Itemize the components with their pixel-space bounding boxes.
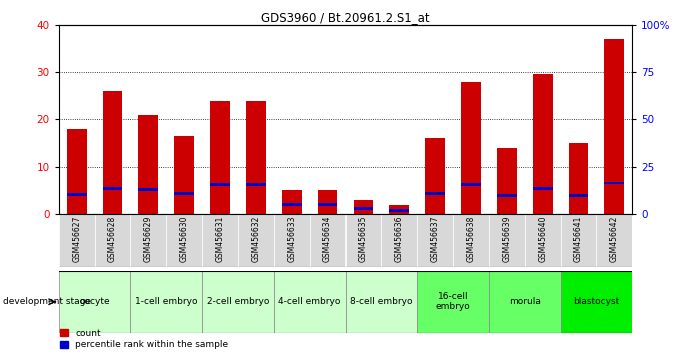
Bar <box>103 91 122 214</box>
Bar <box>524 214 560 267</box>
Text: GSM456641: GSM456641 <box>574 216 583 262</box>
Text: GSM456631: GSM456631 <box>216 216 225 262</box>
Bar <box>533 74 553 214</box>
Text: GSM456639: GSM456639 <box>502 216 511 262</box>
Bar <box>489 214 524 267</box>
Text: GSM456642: GSM456642 <box>610 216 619 262</box>
Bar <box>174 192 194 195</box>
Bar <box>533 187 553 190</box>
Bar <box>381 214 417 267</box>
Bar <box>202 271 274 333</box>
Bar <box>489 271 560 333</box>
Bar <box>605 182 624 184</box>
Text: GSM456637: GSM456637 <box>430 216 439 262</box>
Bar <box>453 214 489 267</box>
Bar <box>425 138 445 214</box>
Bar <box>354 200 373 214</box>
Bar <box>131 271 202 333</box>
Bar <box>569 143 588 214</box>
Text: GSM456633: GSM456633 <box>287 216 296 262</box>
Bar <box>167 214 202 267</box>
Bar <box>210 101 230 214</box>
Text: GSM456635: GSM456635 <box>359 216 368 262</box>
Text: 2-cell embryo: 2-cell embryo <box>207 297 269 306</box>
Bar <box>274 214 310 267</box>
Bar <box>131 214 167 267</box>
Bar <box>346 271 417 333</box>
Bar <box>596 214 632 267</box>
Bar <box>425 192 445 195</box>
Bar <box>246 183 266 186</box>
Bar <box>497 148 517 214</box>
Text: 4-cell embryo: 4-cell embryo <box>278 297 341 306</box>
Bar <box>461 183 481 186</box>
Legend: count, percentile rank within the sample: count, percentile rank within the sample <box>60 329 228 349</box>
Bar <box>390 205 409 214</box>
Bar <box>67 193 86 196</box>
Text: blastocyst: blastocyst <box>574 297 620 306</box>
Text: GSM456634: GSM456634 <box>323 216 332 262</box>
Bar <box>497 194 517 197</box>
Text: oocyte: oocyte <box>79 297 110 306</box>
Text: GSM456630: GSM456630 <box>180 216 189 262</box>
Bar <box>59 271 131 333</box>
Text: GSM456628: GSM456628 <box>108 216 117 262</box>
Bar <box>318 190 337 214</box>
Bar <box>138 188 158 191</box>
Bar <box>390 209 409 212</box>
Bar <box>103 187 122 190</box>
Bar <box>238 214 274 267</box>
Bar <box>560 214 596 267</box>
Bar <box>202 214 238 267</box>
Bar <box>274 271 346 333</box>
Bar <box>354 207 373 210</box>
Text: GSM456636: GSM456636 <box>395 216 404 262</box>
Bar <box>282 190 301 214</box>
Bar <box>346 214 381 267</box>
Text: 1-cell embryo: 1-cell embryo <box>135 297 198 306</box>
Bar <box>59 214 95 267</box>
Bar <box>560 271 632 333</box>
Bar <box>318 203 337 206</box>
Bar <box>67 129 86 214</box>
Bar <box>605 39 624 214</box>
Title: GDS3960 / Bt.20961.2.S1_at: GDS3960 / Bt.20961.2.S1_at <box>261 11 430 24</box>
Text: morula: morula <box>509 297 540 306</box>
Bar <box>246 101 266 214</box>
Text: 16-cell
embryo: 16-cell embryo <box>435 292 471 312</box>
Bar <box>569 194 588 197</box>
Text: GSM456627: GSM456627 <box>72 216 81 262</box>
Bar <box>310 214 346 267</box>
Text: development stage: development stage <box>3 297 91 306</box>
Text: GSM456632: GSM456632 <box>252 216 261 262</box>
Bar <box>461 81 481 214</box>
Text: GSM456638: GSM456638 <box>466 216 475 262</box>
Text: GSM456629: GSM456629 <box>144 216 153 262</box>
Text: 8-cell embryo: 8-cell embryo <box>350 297 413 306</box>
Bar <box>138 115 158 214</box>
Bar <box>174 136 194 214</box>
Bar <box>95 214 131 267</box>
Text: GSM456640: GSM456640 <box>538 216 547 262</box>
Bar <box>417 214 453 267</box>
Bar <box>282 203 301 206</box>
Bar <box>210 183 230 186</box>
Bar <box>417 271 489 333</box>
